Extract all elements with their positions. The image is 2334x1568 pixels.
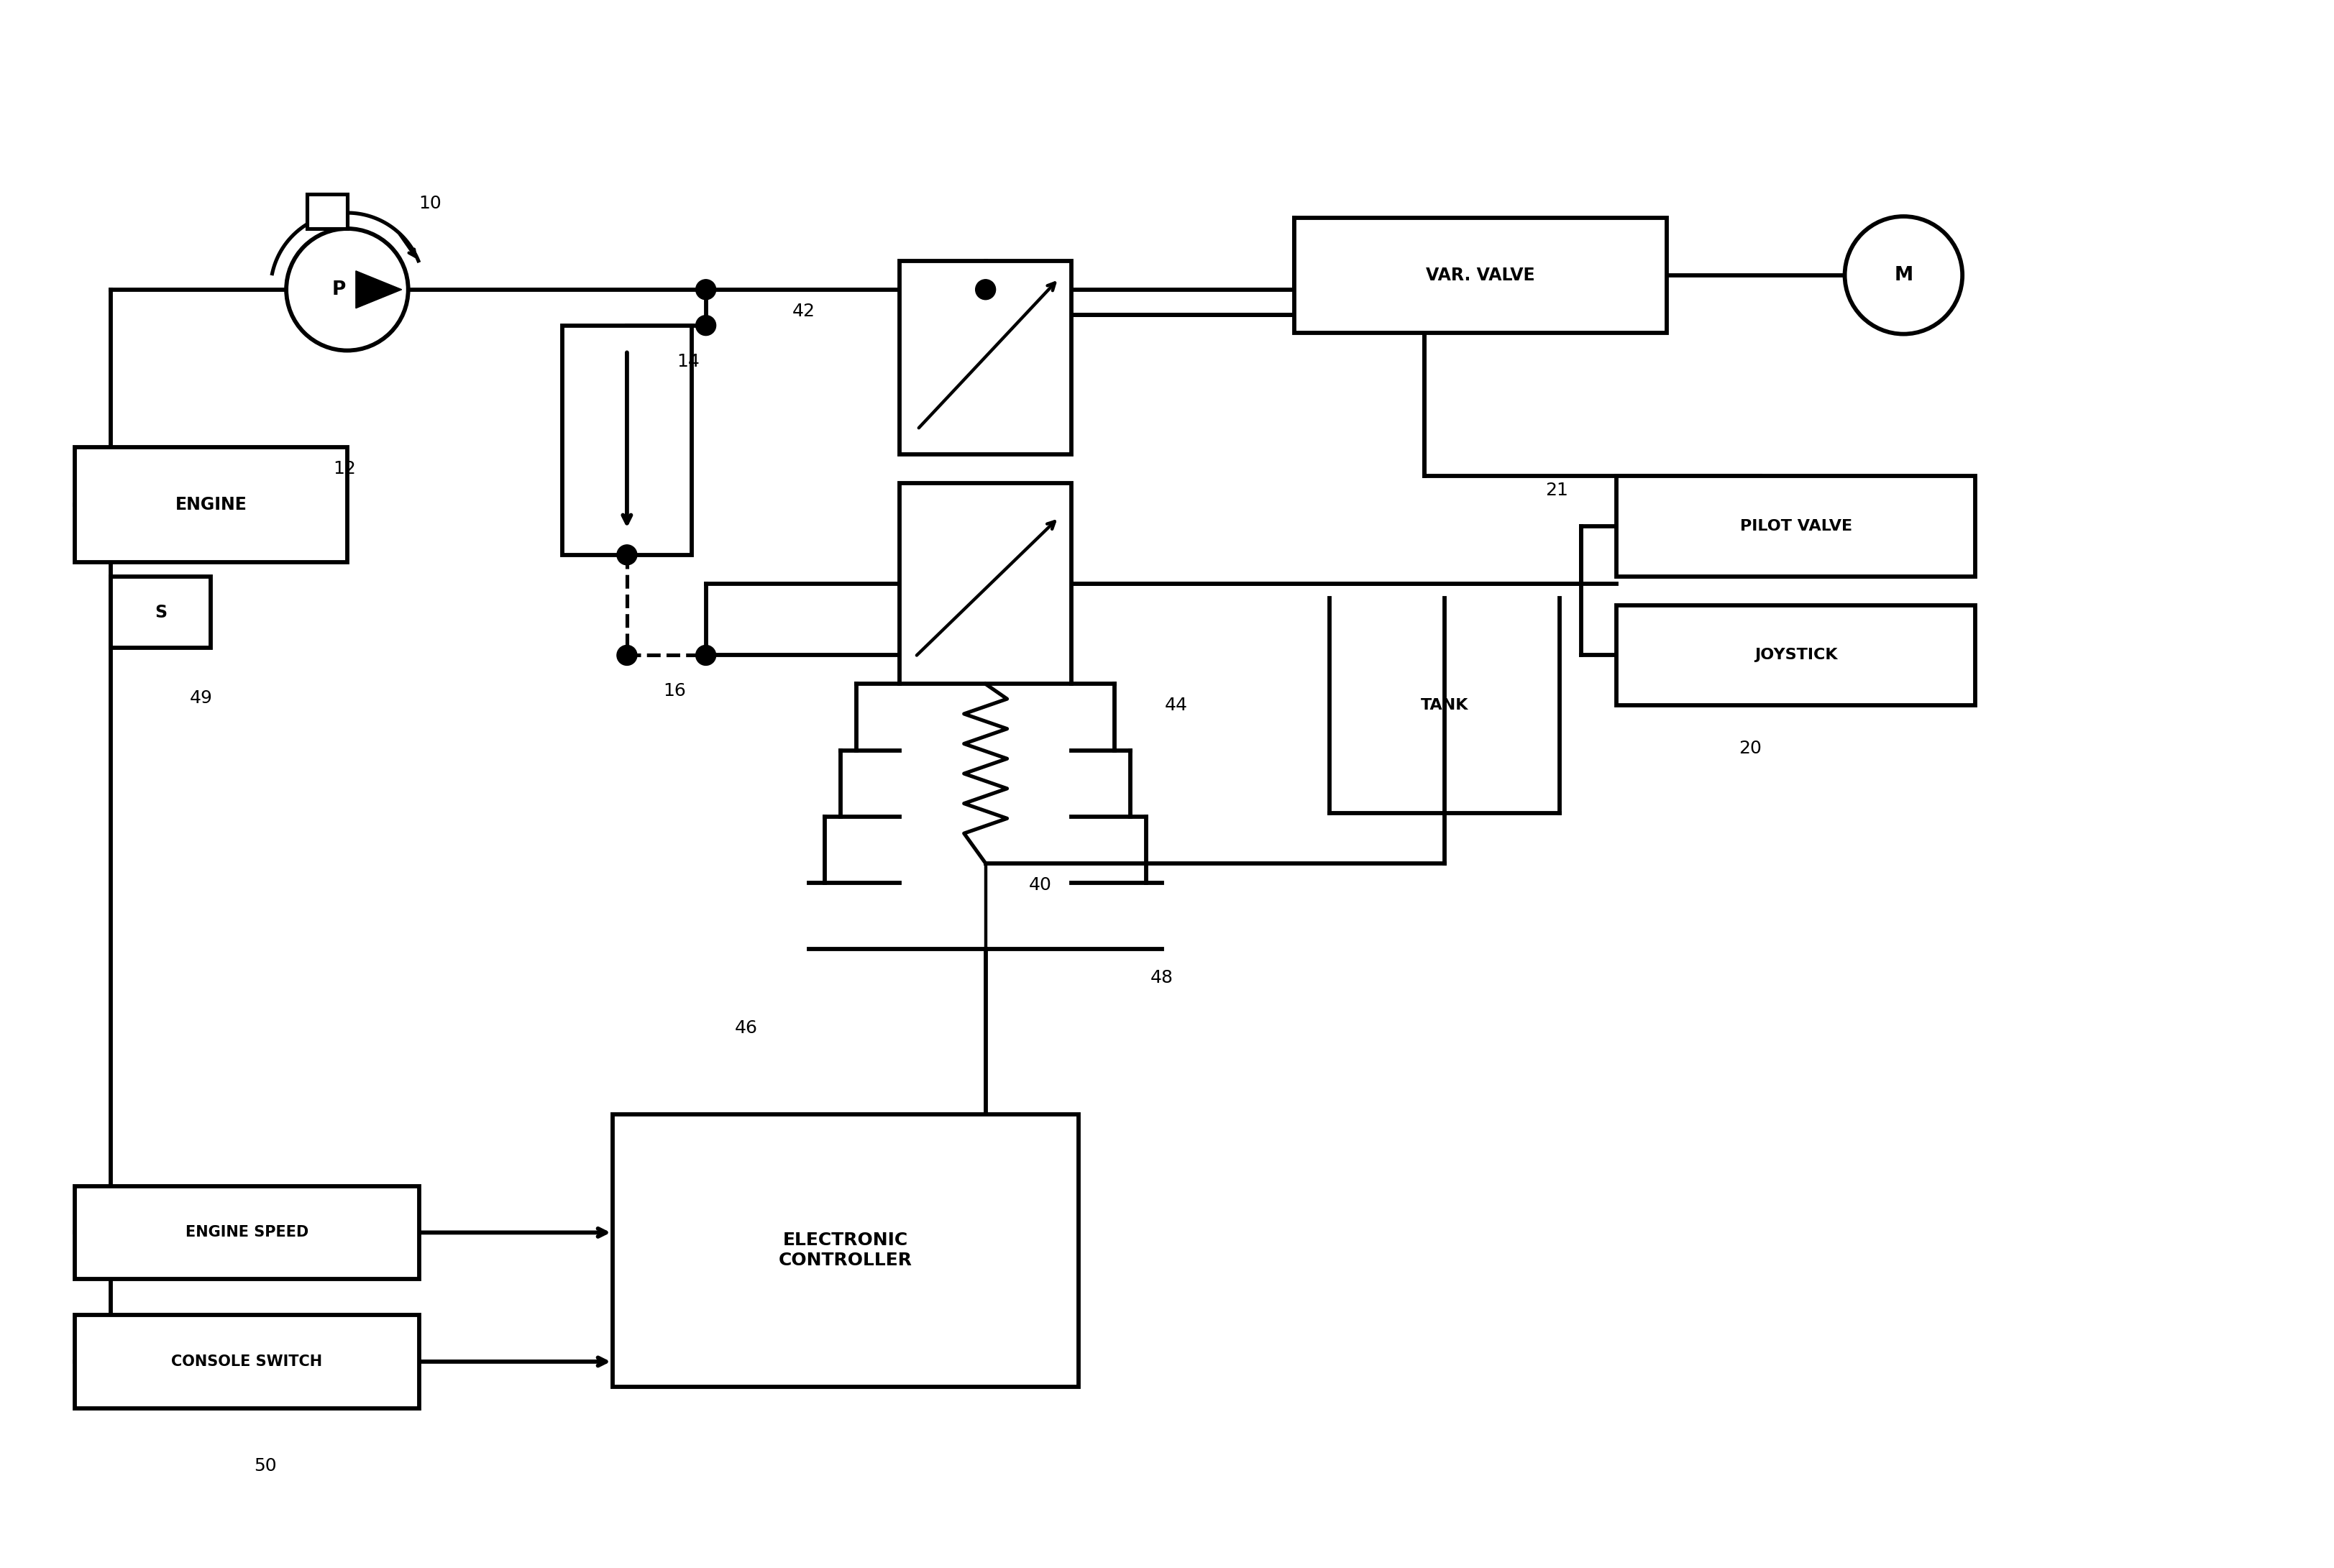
Circle shape [287, 229, 408, 351]
Bar [75, 1316, 418, 1408]
Text: TANK: TANK [1421, 698, 1468, 713]
Text: 20: 20 [1739, 740, 1762, 757]
Bar [1617, 477, 1975, 577]
Text: ENGINE SPEED: ENGINE SPEED [184, 1225, 308, 1240]
Text: 16: 16 [663, 682, 686, 699]
Bar [110, 577, 210, 648]
Text: JOYSTICK: JOYSTICK [1755, 648, 1837, 662]
Circle shape [696, 646, 717, 665]
Text: P: P [331, 281, 345, 299]
Bar [308, 194, 348, 229]
Text: 44: 44 [1165, 696, 1188, 713]
Bar [1617, 605, 1975, 706]
Circle shape [616, 646, 637, 665]
Text: 50: 50 [254, 1457, 278, 1474]
Text: CONSOLE SWITCH: CONSOLE SWITCH [170, 1355, 322, 1369]
Circle shape [696, 279, 717, 299]
Text: 48: 48 [1151, 969, 1174, 986]
Text: 21: 21 [1545, 481, 1568, 499]
Bar [899, 260, 1071, 455]
Circle shape [616, 544, 637, 564]
Text: M: M [1895, 267, 1914, 284]
Text: VAR. VALVE: VAR. VALVE [1426, 267, 1536, 284]
Text: ENGINE: ENGINE [175, 495, 247, 513]
Text: PILOT VALVE: PILOT VALVE [1739, 519, 1853, 533]
Bar [75, 447, 348, 561]
Text: 14: 14 [677, 353, 700, 370]
Text: ELECTRONIC
CONTROLLER: ELECTRONIC CONTROLLER [780, 1232, 913, 1269]
Text: 46: 46 [735, 1019, 759, 1036]
Text: 49: 49 [189, 690, 212, 707]
Circle shape [696, 315, 717, 336]
Text: S: S [154, 604, 168, 621]
Circle shape [976, 279, 997, 299]
Bar [899, 483, 1071, 684]
Circle shape [1844, 216, 1963, 334]
Bar [1293, 218, 1666, 332]
Bar [562, 326, 691, 555]
Text: 12: 12 [334, 459, 355, 478]
Text: 42: 42 [791, 303, 815, 320]
Text: 10: 10 [418, 194, 441, 212]
Bar [612, 1115, 1078, 1386]
Bar [75, 1185, 418, 1279]
Text: 40: 40 [1029, 877, 1053, 894]
Polygon shape [355, 271, 401, 309]
